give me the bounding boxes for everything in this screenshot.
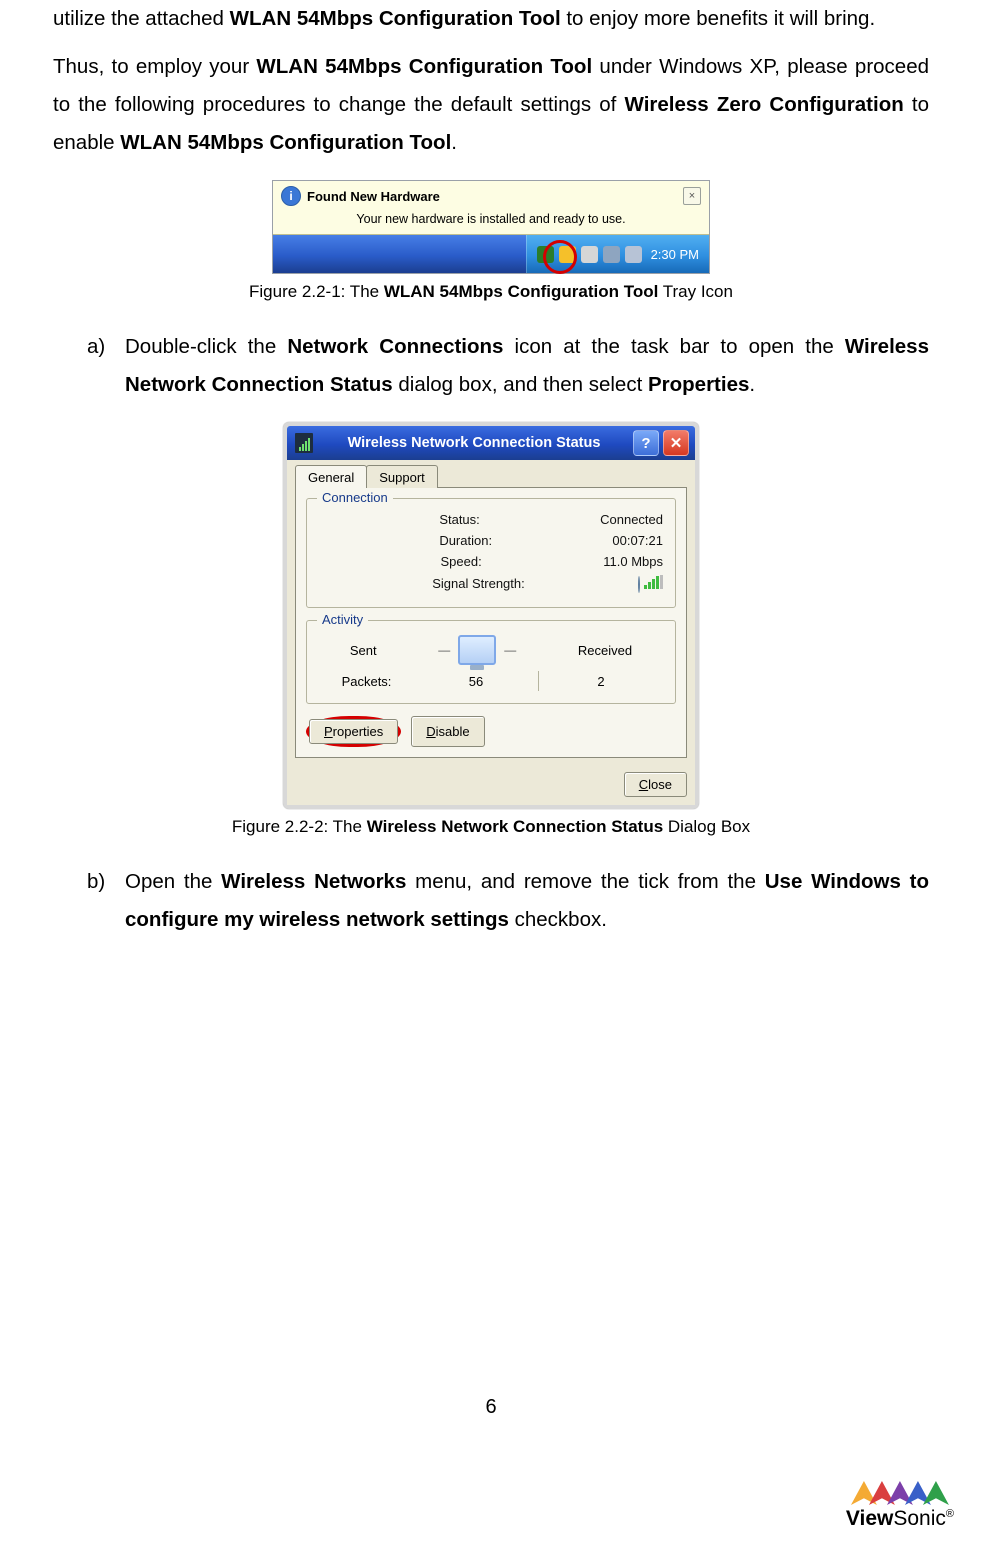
packets-label: Packets:: [319, 674, 414, 689]
logo-reg: ®: [946, 1508, 954, 1520]
tab-strip: General Support: [295, 464, 687, 488]
taskbar: 2:30 PM: [273, 235, 709, 273]
tray-shield-icon[interactable]: [559, 246, 576, 263]
text: Figure 2.2-1: The: [249, 282, 384, 301]
speed-label: Speed:: [319, 554, 603, 569]
text: roperties: [333, 724, 384, 739]
info-icon: i: [281, 186, 301, 206]
text: utilize the attached: [53, 7, 230, 30]
page-number: 6: [0, 1396, 982, 1419]
status-dialog: Wireless Network Connection Status ? ✕ G…: [283, 422, 699, 809]
text: Tray Icon: [658, 282, 733, 301]
text: to enjoy more benefits it will bring.: [561, 7, 875, 30]
properties-highlight: Properties: [306, 716, 401, 747]
close-dialog-button[interactable]: Close: [624, 772, 687, 797]
tray-hardware-icon[interactable]: [581, 246, 598, 263]
balloon-notification: i Found New Hardware × Your new hardware…: [273, 181, 709, 235]
figure-caption-2: Figure 2.2-2: The Wireless Network Conne…: [53, 817, 929, 837]
logo-text: ViewSonic®: [846, 1507, 954, 1531]
text: icon at the task bar to open the: [503, 335, 844, 358]
text: dialog box, and then select: [393, 373, 648, 396]
step-letter: a): [87, 328, 125, 404]
tray-network-icon[interactable]: [603, 246, 620, 263]
caption-bold: WLAN 54Mbps Configuration Tool: [384, 282, 658, 301]
text: checkbox.: [509, 908, 607, 931]
bold-term: WLAN 54Mbps Configuration Tool: [256, 55, 592, 78]
help-button[interactable]: ?: [633, 430, 659, 456]
bird-icon: [923, 1481, 949, 1505]
para-instructions: Thus, to employ your WLAN 54Mbps Configu…: [53, 48, 929, 162]
figure-tray-icon: i Found New Hardware × Your new hardware…: [53, 180, 929, 274]
text: lose: [648, 777, 672, 792]
text: .: [451, 131, 457, 154]
status-value: Connected: [600, 512, 663, 527]
balloon-close-button[interactable]: ×: [683, 187, 701, 205]
text: menu, and remove the tick from the: [406, 870, 764, 893]
logo-birds-icon: [846, 1481, 954, 1505]
group-legend: Connection: [317, 490, 393, 505]
text: Thus, to employ your: [53, 55, 256, 78]
step-letter: b): [87, 863, 125, 939]
text: isable: [436, 724, 470, 739]
figure-status-dialog: Wireless Network Connection Status ? ✕ G…: [53, 422, 929, 809]
tab-general[interactable]: General: [295, 465, 367, 488]
duration-label: Duration:: [319, 533, 612, 548]
tray-volume-icon[interactable]: [625, 246, 642, 263]
text: Figure 2.2-2: The: [232, 817, 367, 836]
bold-term: WLAN 54Mbps Configuration Tool: [230, 7, 561, 30]
wireless-icon: [295, 433, 313, 453]
mnemonic: D: [426, 724, 435, 739]
balloon-title: Found New Hardware: [307, 189, 440, 204]
viewsonic-logo: ViewSonic®: [846, 1481, 954, 1531]
disable-button[interactable]: Disable: [411, 716, 484, 747]
dialog-title: Wireless Network Connection Status: [319, 435, 629, 451]
signal-label: Signal Strength:: [319, 576, 638, 591]
sent-label: Sent: [350, 643, 377, 658]
text: Open the: [125, 870, 221, 893]
activity-group: Activity Sent — — Received Packets:: [306, 620, 676, 704]
text: Dialog Box: [663, 817, 750, 836]
logo-sonic: Sonic: [893, 1507, 946, 1530]
balloon-body: Your new hardware is installed and ready…: [273, 210, 709, 234]
taskbar-clock[interactable]: 2:30 PM: [647, 247, 699, 262]
group-legend: Activity: [317, 612, 368, 627]
step-b: b) Open the Wireless Networks menu, and …: [53, 863, 929, 939]
tab-support[interactable]: Support: [366, 465, 438, 488]
para-continuation: utilize the attached WLAN 54Mbps Configu…: [53, 0, 929, 38]
connection-group: Connection Status: Connected Duration: 0…: [306, 498, 676, 608]
signal-bars-icon: [644, 575, 663, 589]
system-tray[interactable]: 2:30 PM: [526, 235, 709, 273]
signal-value: [638, 575, 663, 592]
bold-term: Wireless Networks: [221, 870, 406, 893]
bold-term: WLAN 54Mbps Configuration Tool: [120, 131, 451, 154]
tray-wlan-icon[interactable]: [537, 246, 554, 263]
close-button[interactable]: ✕: [663, 430, 689, 456]
packets-sent: 56: [414, 674, 538, 689]
text: Double-click the: [125, 335, 287, 358]
logo-view: View: [846, 1507, 893, 1530]
received-label: Received: [578, 643, 632, 658]
properties-button[interactable]: Properties: [309, 719, 398, 744]
figure-caption-1: Figure 2.2-1: The WLAN 54Mbps Configurat…: [53, 282, 929, 302]
mnemonic: C: [639, 777, 648, 792]
bold-term: Properties: [648, 373, 749, 396]
bold-term: Network Connections: [287, 335, 503, 358]
mnemonic: P: [324, 724, 333, 739]
caption-bold: Wireless Network Connection Status: [367, 817, 663, 836]
bold-term: Wireless Zero Configuration: [625, 93, 904, 116]
antenna-icon: [638, 576, 640, 593]
step-a: a) Double-click the Network Connections …: [53, 328, 929, 404]
dialog-titlebar[interactable]: Wireless Network Connection Status ? ✕: [287, 426, 695, 460]
status-label: Status:: [319, 512, 600, 527]
duration-value: 00:07:21: [612, 533, 663, 548]
text: .: [749, 373, 755, 396]
speed-value: 11.0 Mbps: [603, 554, 663, 569]
monitor-icon: [458, 635, 496, 665]
packets-received: 2: [539, 674, 663, 689]
